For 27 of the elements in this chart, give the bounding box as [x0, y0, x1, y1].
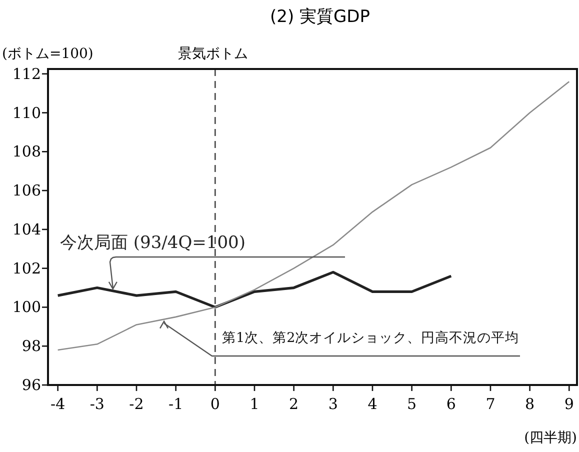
x-tick-label: 9 [564, 395, 574, 413]
y-tick-label: 112 [12, 64, 41, 83]
x-tick-label: 2 [289, 395, 299, 413]
x-tick-label: 3 [328, 395, 338, 413]
x-tick-label: -3 [90, 395, 104, 413]
y-tick-label: 108 [12, 142, 41, 161]
x-tick-label: 7 [486, 395, 496, 413]
x-tick-label: 0 [210, 395, 220, 413]
y-tick-label: 102 [12, 259, 41, 278]
x-tick-label: 4 [368, 395, 378, 413]
x-axis-title: (四半期) [524, 430, 577, 446]
y-tick-label: 104 [12, 220, 41, 238]
y-tick-label: 106 [12, 182, 41, 200]
x-tick-label: -2 [129, 395, 144, 413]
y-tick-label: 98 [22, 337, 41, 356]
chart-title: (2) 実質GDP [270, 7, 370, 27]
ref-line-label: 景気ボトム [178, 46, 248, 62]
y-tick-label: 110 [12, 104, 41, 122]
y-axis-title: (ボトム=100) [2, 46, 94, 62]
y-tick-label: 96 [22, 376, 41, 394]
x-tick-label: 5 [407, 395, 417, 413]
x-tick-label: -4 [50, 395, 66, 413]
x-tick-label: 1 [250, 395, 260, 413]
x-tick-label: -1 [168, 395, 184, 413]
x-tick-label: 8 [525, 395, 535, 413]
y-tick-label: 100 [12, 298, 41, 316]
x-tick-label: 6 [446, 395, 456, 413]
